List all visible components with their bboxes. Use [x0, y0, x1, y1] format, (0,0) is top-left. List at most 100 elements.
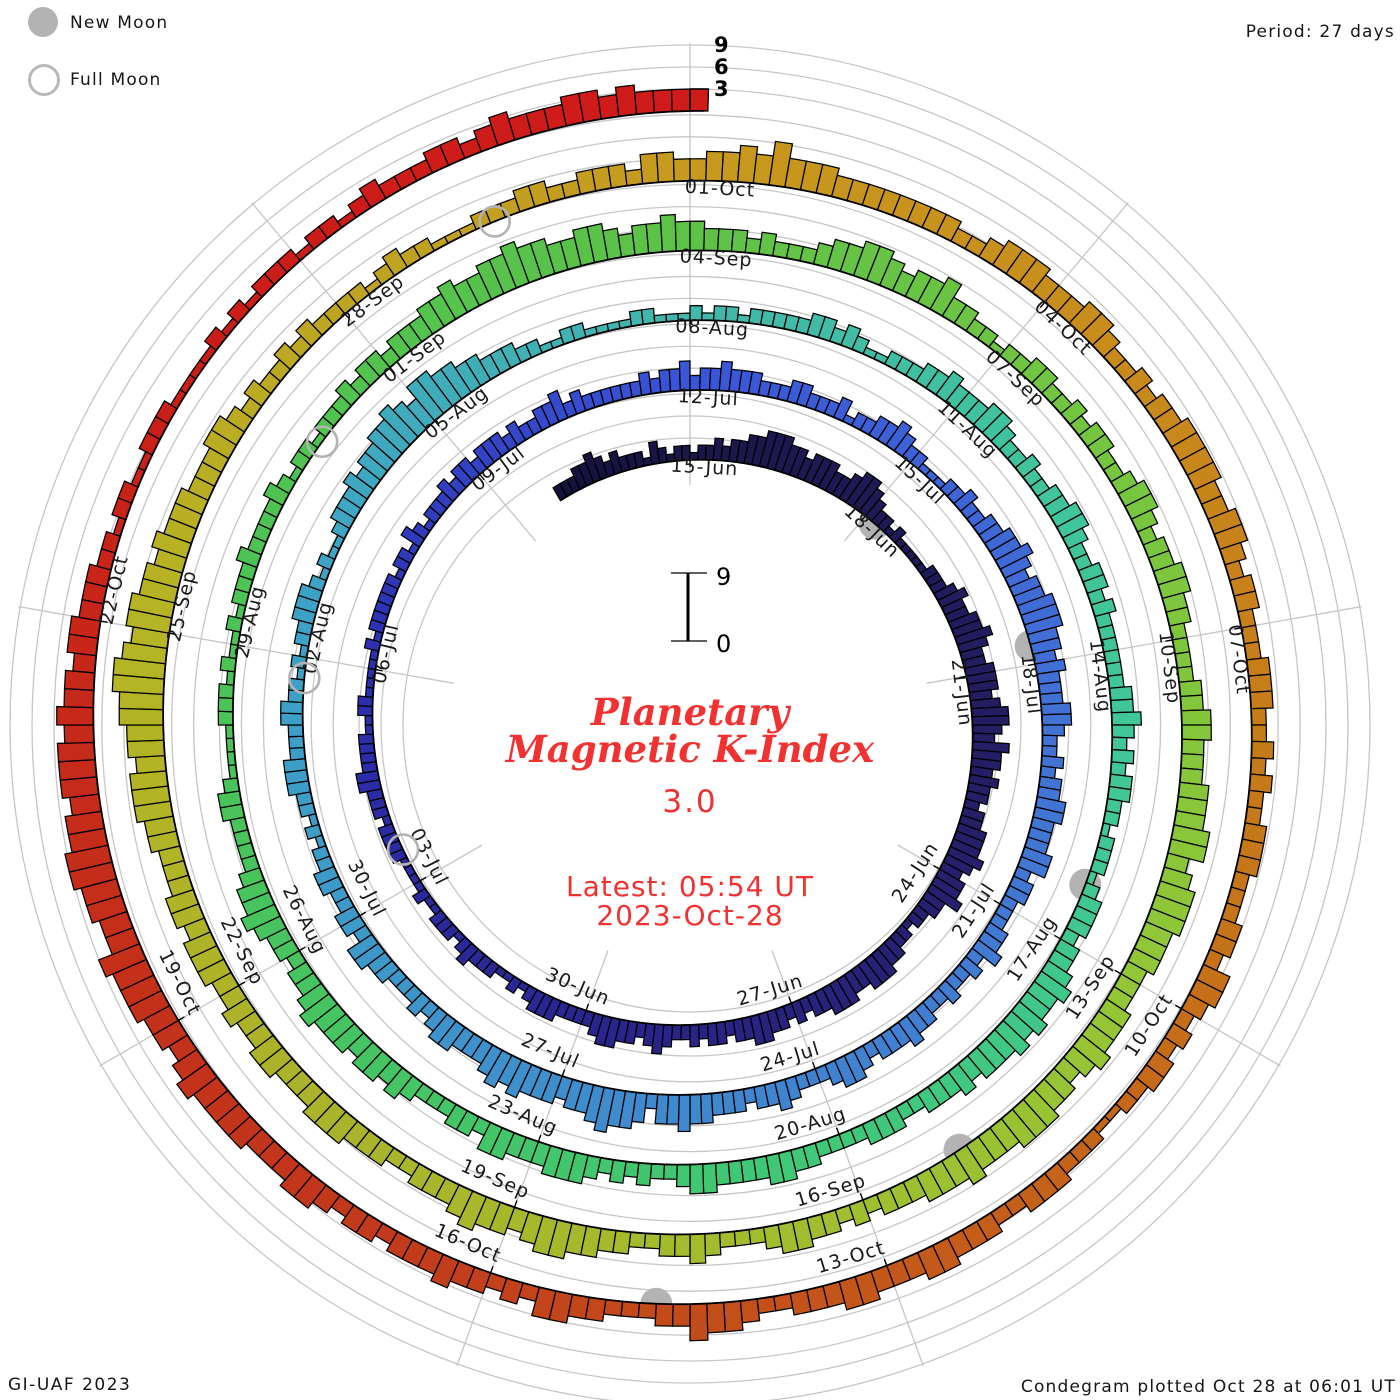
date-tick [478, 473, 485, 481]
grid-circle [31, 66, 1349, 1384]
k-index-bar [358, 742, 376, 755]
k-index-bar [700, 1092, 714, 1125]
outer-k-scale: 369 [689, 33, 729, 111]
k-index-bar [1249, 757, 1267, 776]
center-annotation: Planetary Magnetic K-Index 3.0 Latest: 0… [506, 694, 874, 931]
date-tick [950, 407, 957, 415]
date-tick [883, 1258, 888, 1267]
date-tick [99, 620, 108, 623]
legend-new-moon-label: New Moon [70, 13, 169, 33]
k-index-bar [689, 88, 710, 112]
k-index-bar [125, 724, 165, 743]
chart-title-line2: Magnetic K-Index [505, 727, 875, 771]
date-tick [489, 1266, 494, 1274]
k-index-bar [706, 1301, 727, 1334]
k-index-bar [656, 151, 675, 184]
k-index-bar [63, 687, 95, 709]
k-index-bar [689, 1233, 707, 1265]
k-index-bar [1246, 789, 1265, 810]
date-tick [298, 946, 306, 952]
k-index-bar [134, 754, 167, 775]
k-index-bar [1250, 707, 1267, 726]
chart-title: Planetary Magnetic K-Index [506, 694, 874, 768]
k-index-bar [633, 90, 655, 115]
k-index-bar [971, 715, 1010, 726]
date-label: 12-Jul [677, 385, 739, 410]
k-index-bar [704, 1232, 722, 1257]
k-index-bar [1109, 761, 1127, 777]
date-tick [1027, 663, 1037, 667]
k-index-bar [288, 746, 306, 761]
k-index-bar [639, 152, 660, 185]
k-index-bar [670, 88, 691, 113]
k-index-bar [671, 1024, 682, 1041]
k-index-bar [282, 757, 308, 774]
date-tick [860, 514, 867, 522]
k-index-bar [57, 758, 98, 781]
k-index-bar [280, 700, 304, 715]
k-index-bar [63, 724, 95, 744]
k-index-bar [762, 1223, 783, 1250]
date-tick [959, 675, 968, 679]
k-index-bar [628, 1231, 647, 1249]
outer-scale-tick-label: 6 [714, 55, 729, 79]
k-index-bar [614, 84, 638, 118]
k-index-bar [698, 1023, 709, 1040]
k-index-bar [628, 309, 644, 327]
k-index-bar [118, 707, 164, 726]
k-index-bar [1181, 738, 1205, 756]
date-tick [835, 1127, 840, 1136]
full-moon-marker [478, 205, 511, 238]
k-index-bar [643, 1232, 662, 1250]
k-index-bar [1041, 724, 1066, 737]
k-index-bar [648, 377, 662, 395]
k-index-bar [357, 733, 375, 745]
k-index-bar [637, 1302, 657, 1320]
date-tick [561, 1069, 566, 1078]
k-index-bar [645, 222, 664, 255]
k-index-bar [739, 1298, 761, 1324]
k-index-bar [722, 1300, 744, 1333]
k-index-bar [689, 1302, 709, 1342]
date-tick [513, 1200, 518, 1209]
k-index-bar [710, 1091, 725, 1117]
k-index-bar [727, 1159, 745, 1185]
date-tick [1039, 300, 1046, 308]
k-index-bar [680, 1024, 691, 1041]
full-moon-marker [305, 425, 339, 459]
k-index-bar [1180, 752, 1205, 771]
k-index-bar [280, 712, 304, 726]
date-tick [344, 312, 351, 320]
date-tick [994, 354, 1002, 362]
period-label: Period: 27 days [1245, 22, 1395, 42]
k-index-bar [970, 705, 1010, 718]
date-tick [168, 632, 177, 636]
k-index-bar [63, 669, 96, 691]
date-label: 04-Sep [679, 245, 753, 271]
k-index-bar [126, 739, 166, 759]
date-tick [585, 1003, 590, 1012]
current-k-value: 3.0 [662, 784, 718, 820]
k-index-bar [789, 1289, 812, 1316]
date-tick [788, 996, 793, 1005]
grid-radial-line [843, 202, 1129, 542]
k-index-bar [217, 683, 235, 700]
k-index-bar [718, 1230, 737, 1249]
k-index-bar [1110, 711, 1143, 726]
inner-scale-max-label: 9 [716, 563, 731, 591]
k-index-bar [288, 735, 305, 749]
inner-scale-min-label: 0 [716, 630, 731, 658]
full-moon-icon [28, 64, 60, 96]
k-index-bar [677, 1094, 691, 1133]
k-index-bar [1250, 740, 1275, 760]
k-index-bar [1181, 724, 1212, 741]
k-index-bar [1249, 690, 1274, 710]
date-tick [993, 899, 1002, 906]
k-index-bar [706, 1022, 719, 1047]
inner-k-scale: 90 [671, 563, 731, 658]
k-index-bar [662, 1163, 678, 1180]
date-tick [1114, 969, 1123, 975]
date-tick [418, 876, 427, 882]
k-index-bar [56, 705, 95, 726]
